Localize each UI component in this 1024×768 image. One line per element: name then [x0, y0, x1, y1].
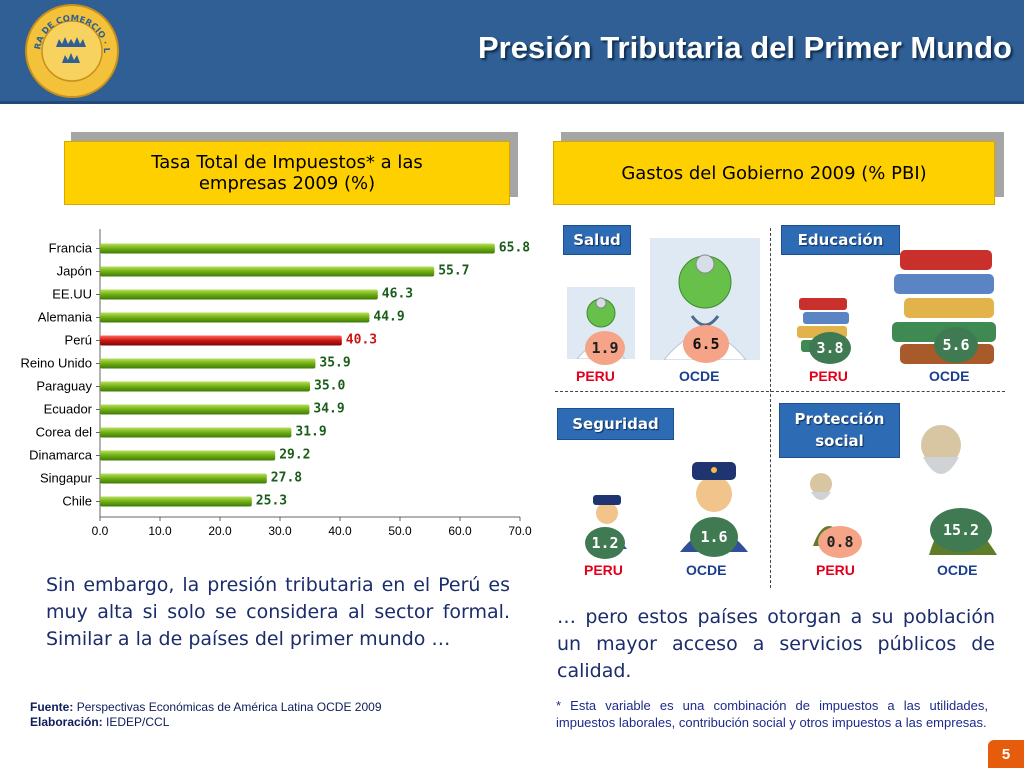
- tag-salud-label: Salud: [573, 231, 621, 249]
- x-tick-label: 10.0: [148, 524, 172, 538]
- source-value: Perspectivas Económicas de América Latin…: [76, 700, 382, 714]
- header-bar: CÁMARA DE COMERCIO · LIMA · Presión Trib…: [0, 0, 1024, 104]
- source-block: Fuente: Perspectivas Económicas de Améri…: [30, 700, 382, 730]
- salud-peru-label: PERU: [576, 368, 615, 384]
- tag-educacion-label: Educación: [797, 231, 884, 249]
- salud-ocde-value: 6.5: [683, 325, 729, 363]
- bar-value-label: 27.8: [271, 471, 302, 486]
- left-chart-title-line2: empresas 2009 (%): [198, 173, 376, 194]
- bar: [100, 335, 342, 346]
- category-label: Alemania: [38, 310, 93, 325]
- seguridad-ocde-label: OCDE: [686, 562, 727, 578]
- category-label: Francia: [49, 241, 93, 256]
- bar-value-label: 40.3: [346, 333, 377, 348]
- x-tick-label: 20.0: [208, 524, 232, 538]
- proteccion-ocde-label: OCDE: [937, 562, 978, 578]
- bar: [100, 450, 276, 461]
- salud-ocde-label: OCDE: [679, 368, 720, 384]
- page-number: 5: [988, 740, 1024, 768]
- right-section-title: Gastos del Gobierno 2009 (% PBI): [621, 162, 927, 184]
- category-label: Reino Unido: [20, 356, 92, 371]
- bar-value-label: 35.9: [319, 356, 350, 371]
- camara-de-comercio-logo: CÁMARA DE COMERCIO · LIMA ·: [24, 3, 119, 98]
- educacion-ocde-value: 5.6: [934, 327, 978, 363]
- category-label: Singapur: [40, 471, 93, 486]
- bar: [100, 381, 310, 392]
- x-tick-label: 40.0: [328, 524, 352, 538]
- proteccion-peru-value: 0.8: [818, 526, 862, 558]
- category-label: EE.UU: [52, 287, 92, 302]
- bar-value-label: 34.9: [313, 402, 344, 417]
- bar-value-label: 55.7: [438, 264, 469, 279]
- category-label: Dinamarca: [29, 448, 93, 463]
- tag-seguridad-label: Seguridad: [572, 415, 659, 433]
- x-tick-label: 60.0: [448, 524, 472, 538]
- source-label: Fuente:: [30, 700, 74, 714]
- bar-value-label: 25.3: [256, 494, 287, 509]
- bar: [100, 496, 252, 507]
- category-label: Perú: [65, 333, 92, 348]
- bar-value-label: 29.2: [279, 448, 310, 463]
- category-label: Japón: [57, 264, 92, 279]
- page-title: Presión Tributaria del Primer Mundo: [478, 30, 1012, 65]
- seguridad-peru-value: 1.2: [585, 527, 625, 559]
- educacion-ocde-label: OCDE: [929, 368, 970, 384]
- bar: [100, 289, 378, 300]
- x-tick-label: 50.0: [388, 524, 412, 538]
- educacion-peru-value: 3.8: [809, 332, 851, 364]
- proteccion-peru-label: PERU: [816, 562, 855, 578]
- category-label: Chile: [62, 494, 92, 509]
- educacion-peru-label: PERU: [809, 368, 848, 384]
- tag-proteccion-line2: social: [815, 432, 864, 450]
- bar: [100, 358, 316, 369]
- tag-educacion: Educación: [781, 225, 900, 255]
- x-tick-label: 70.0: [508, 524, 532, 538]
- bar-value-label: 44.9: [373, 310, 404, 325]
- horizontal-divider: [555, 391, 1005, 392]
- bar-value-label: 35.0: [314, 379, 345, 394]
- left-paragraph: Sin embargo, la presión tributaria en el…: [46, 574, 510, 650]
- tag-proteccion-line1: Protección: [794, 410, 885, 428]
- bar-value-label: 46.3: [382, 287, 413, 302]
- tag-seguridad: Seguridad: [557, 408, 674, 440]
- x-tick-label: 30.0: [268, 524, 292, 538]
- tax-rate-bar-chart: 0.0 10.0 20.0 30.0 40.0 50.0 60.0 70.0 Francia 65…: [20, 229, 532, 538]
- vertical-divider: [770, 228, 771, 588]
- bar-value-label: 65.8: [499, 241, 530, 256]
- seguridad-peru-label: PERU: [584, 562, 623, 578]
- bar: [100, 266, 435, 277]
- footnote: * Esta variable es una combinación de im…: [556, 698, 988, 730]
- bar-value-label: 31.9: [295, 425, 326, 440]
- made-by-value: IEDEP/CCL: [106, 715, 170, 729]
- made-by-label: Elaboración:: [30, 715, 103, 729]
- tag-proteccion-social: Protección social: [779, 403, 900, 458]
- seguridad-ocde-value: 1.6: [690, 517, 738, 557]
- tag-salud: Salud: [563, 225, 631, 255]
- x-tick-label: 0.0: [92, 524, 109, 538]
- category-label: Paraguay: [36, 379, 92, 394]
- right-section-title-box: Gastos del Gobierno 2009 (% PBI): [553, 141, 995, 205]
- bar: [100, 404, 310, 415]
- category-label: Ecuador: [44, 402, 93, 417]
- bar: [100, 243, 495, 254]
- right-paragraph: … pero estos países otorgan a su poblaci…: [557, 606, 995, 682]
- left-chart-title-line1: Tasa Total de Impuestos* a las: [151, 152, 423, 173]
- category-label: Corea del: [36, 425, 92, 440]
- left-chart-title-box: Tasa Total de Impuestos* a las empresas …: [64, 141, 510, 205]
- bar: [100, 427, 292, 438]
- bar: [100, 312, 370, 323]
- salud-peru-value: 1.9: [585, 331, 625, 365]
- proteccion-ocde-value: 15.2: [930, 508, 992, 552]
- bar: [100, 473, 267, 484]
